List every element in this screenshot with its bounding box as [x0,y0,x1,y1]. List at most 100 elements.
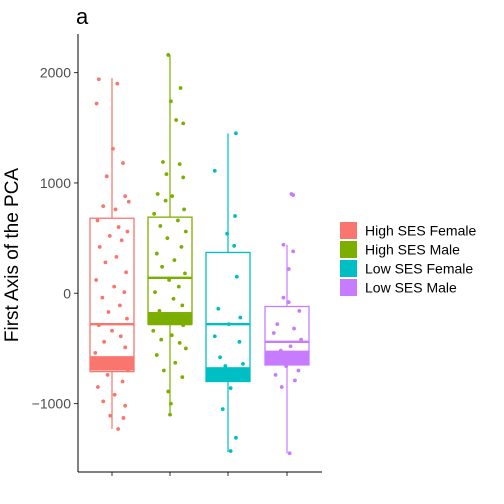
y-tick-label: 1000 [40,175,71,191]
data-point [154,353,159,357]
box-fill-band [90,356,134,371]
data-point [177,341,182,345]
data-point [233,214,237,218]
data-point [171,296,176,301]
data-point [226,322,231,327]
data-point [164,172,169,177]
data-point [102,339,106,344]
data-point [170,194,175,199]
data-point [121,416,126,420]
data-point [112,392,117,397]
data-point [116,225,121,229]
data-point [161,368,166,373]
data-point [271,331,276,335]
plot-area [89,53,310,476]
data-point [94,101,99,106]
data-point [97,245,102,249]
data-point [212,334,217,339]
box-fill-band [206,367,250,382]
data-point [166,53,171,57]
data-point [113,207,118,212]
data-point [181,323,186,328]
data-point [118,303,122,308]
data-point [286,300,291,304]
data-point [96,323,101,328]
data-point [176,284,181,289]
box-group [264,192,310,456]
data-point [103,260,108,265]
data-point [95,218,100,223]
data-point [119,238,124,243]
data-point [168,401,173,406]
data-point [238,315,243,320]
data-point [230,373,235,377]
data-point [169,333,174,338]
data-point [101,399,106,404]
data-point [163,198,168,203]
data-point [173,360,178,365]
data-point [174,118,179,122]
data-point [291,193,296,197]
data-point [152,211,157,216]
data-point [124,270,128,275]
data-point [212,168,217,173]
data-point [101,204,106,209]
data-point [179,245,184,249]
data-point [123,345,128,350]
data-point [180,303,185,308]
legend-label: High SES Male [365,242,460,258]
data-point [125,368,130,373]
y-tick-label: 2000 [40,65,71,81]
data-point [110,328,114,333]
data-point [270,357,274,362]
data-point [157,309,162,313]
data-point [281,242,286,247]
data-point [292,326,296,331]
data-point [155,192,160,196]
data-point [180,375,185,380]
data-point [183,271,187,276]
data-point [126,199,131,204]
legend: High SES Female High SES Male Low SES Fema… [340,222,476,296]
data-point [273,373,278,377]
data-point [154,251,159,256]
y-axis-title: First Axis of the PCA [2,168,23,343]
box-group [147,53,193,417]
data-point [118,334,123,339]
box-fill-band [148,312,192,326]
data-point [275,322,280,327]
data-point [167,278,172,282]
data-point [228,449,233,453]
data-point [299,337,303,342]
data-point [120,379,125,384]
data-point [106,310,111,314]
data-point [234,131,238,136]
box-group [89,77,135,431]
legend-label: High SES Female [365,223,476,239]
data-point [158,224,163,228]
data-point [178,86,183,90]
data-point [176,218,180,223]
data-point [123,194,128,199]
data-point [286,267,291,271]
data-point [114,254,119,259]
data-point [159,337,164,342]
data-point [279,385,284,389]
data-point [237,339,242,344]
data-point [216,306,221,311]
data-point [161,160,165,164]
box [205,251,251,383]
data-point [165,236,170,241]
data-point [104,174,109,179]
data-point [151,328,156,333]
y-tick-label: −1000 [32,396,72,412]
data-point [123,403,128,408]
data-point [241,361,245,366]
data-point [96,385,100,389]
data-point [100,295,105,300]
legend-label: Low SES Male [365,280,457,296]
panel-tag: a [76,4,89,29]
data-point [115,356,120,361]
data-point [153,290,157,295]
